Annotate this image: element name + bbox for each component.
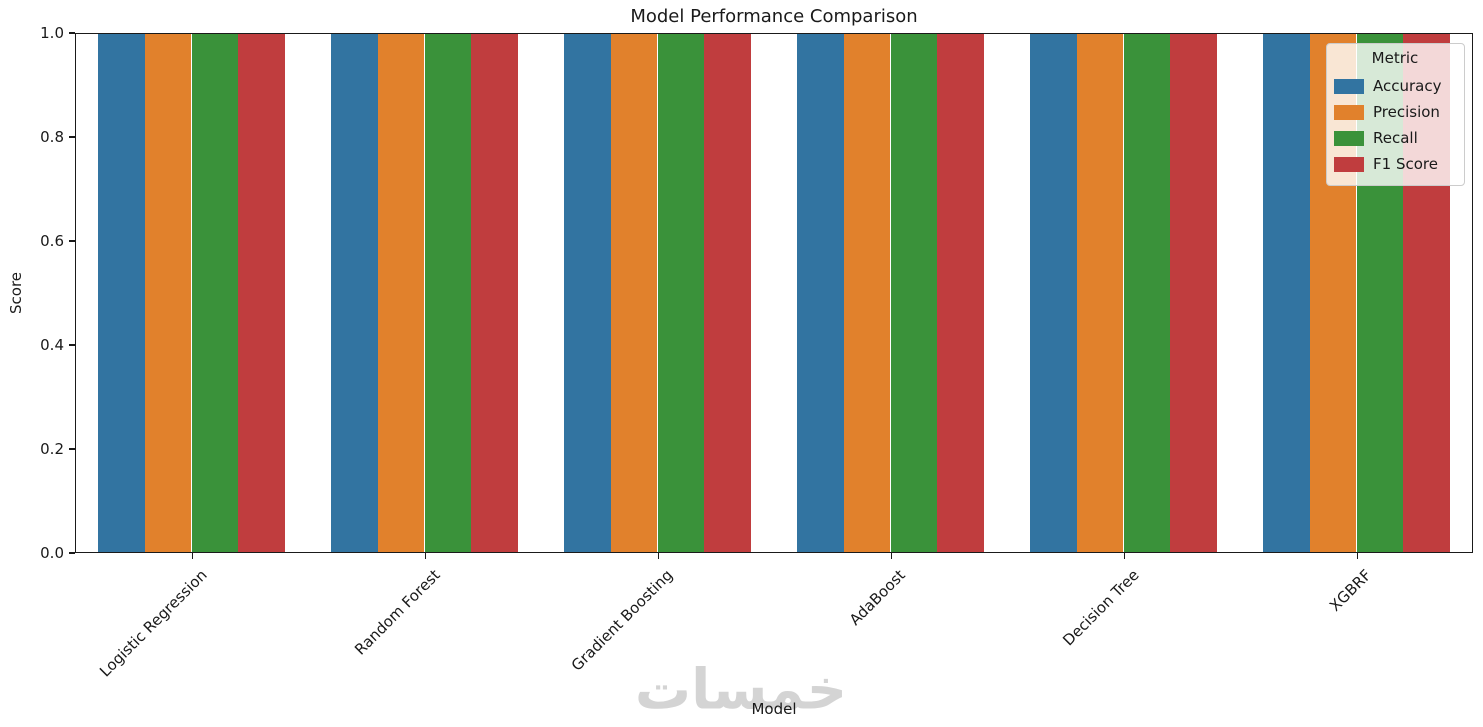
legend-entry-accuracy: Accuracy — [1334, 73, 1456, 99]
x-tick-label: Logistic Regression — [95, 566, 211, 681]
y-tick — [69, 240, 75, 242]
legend-entry-f1-score: F1 Score — [1334, 151, 1456, 177]
x-tick — [191, 553, 193, 559]
x-tick — [1356, 553, 1358, 559]
bar-recall — [424, 33, 472, 553]
x-tick-label: AdaBoost — [846, 566, 910, 629]
legend-entries: Accuracy Precision Recall F1 Score — [1334, 73, 1456, 177]
y-tick-label: 1.0 — [40, 24, 64, 42]
legend-label: Precision — [1373, 103, 1440, 121]
legend-swatch-recall — [1334, 130, 1364, 146]
bar-f1-score — [704, 33, 751, 553]
legend: Metric Accuracy Precision Recall F1 Score — [1326, 43, 1465, 186]
plot-area — [75, 33, 1473, 553]
y-tick-label: 0.6 — [40, 232, 64, 250]
x-tick-label: XGBRF — [1326, 566, 1376, 615]
bar-f1-score — [471, 33, 518, 553]
bar-f1-score — [1170, 33, 1217, 553]
y-tick — [69, 136, 75, 138]
x-tick — [424, 553, 426, 559]
legend-swatch-accuracy — [1334, 78, 1364, 94]
x-tick-label: Random Forest — [350, 566, 444, 659]
legend-swatch-precision — [1334, 104, 1364, 120]
x-tick-label: Decision Tree — [1058, 566, 1143, 650]
y-tick-label: 0.2 — [40, 440, 64, 458]
bar-recall — [1123, 33, 1171, 553]
y-tick — [69, 552, 75, 554]
legend-entry-precision: Precision — [1334, 99, 1456, 125]
legend-entry-recall: Recall — [1334, 125, 1456, 151]
y-tick-label: 0.0 — [40, 544, 64, 562]
bar-precision — [610, 33, 658, 553]
bar-precision — [144, 33, 192, 553]
legend-swatch-f1-score — [1334, 156, 1364, 172]
bar-recall — [890, 33, 938, 553]
bar-precision — [843, 33, 891, 553]
x-tick — [890, 553, 892, 559]
bar-f1-score — [238, 33, 285, 553]
legend-label: F1 Score — [1373, 155, 1438, 173]
bar-accuracy — [331, 33, 378, 553]
watermark-text: خمسات — [634, 657, 848, 723]
y-tick — [69, 32, 75, 34]
bar-recall — [191, 33, 239, 553]
bar-accuracy — [1030, 33, 1077, 553]
y-tick-label: 0.8 — [40, 128, 64, 146]
y-tick — [69, 344, 75, 346]
legend-label: Accuracy — [1373, 77, 1442, 95]
y-axis-title: Score — [7, 271, 25, 315]
y-tick — [69, 448, 75, 450]
bar-recall — [657, 33, 705, 553]
x-axis-title: Model — [751, 700, 797, 718]
bar-accuracy — [1263, 33, 1310, 553]
bar-accuracy — [797, 33, 844, 553]
x-tick — [657, 553, 659, 559]
bar-f1-score — [937, 33, 984, 553]
chart-title: Model Performance Comparison — [630, 6, 918, 27]
bar-precision — [377, 33, 425, 553]
legend-label: Recall — [1373, 129, 1418, 147]
x-tick — [1123, 553, 1125, 559]
legend-title: Metric — [1371, 49, 1419, 67]
bar-accuracy — [98, 33, 145, 553]
bar-accuracy — [564, 33, 611, 553]
bar-precision — [1076, 33, 1124, 553]
y-tick-label: 0.4 — [40, 336, 64, 354]
